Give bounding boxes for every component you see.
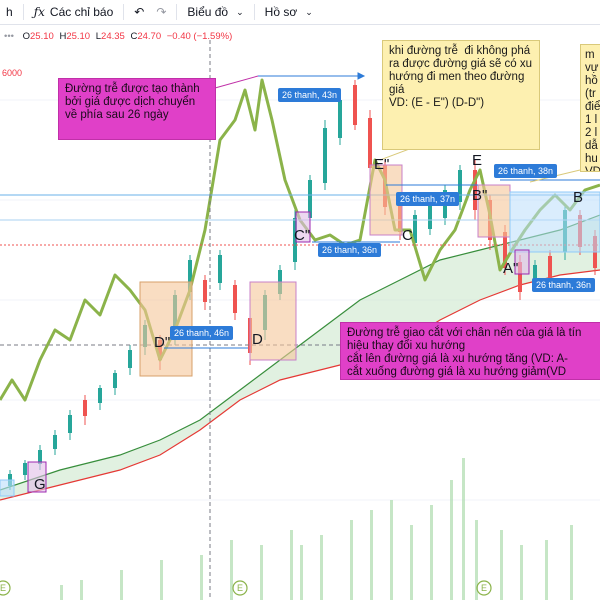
event-markers	[0, 580, 492, 596]
top-toolbar: h ƒx Các chỉ báo ↶ ↷ Biểu đồ ⌄ Hồ sơ ⌄	[0, 0, 600, 25]
point-label-e: E	[472, 152, 483, 169]
toolbar-divider	[123, 4, 125, 20]
price-axis-fragment: 6000	[2, 68, 23, 78]
point-label-d: D	[252, 331, 263, 348]
profile-dropdown[interactable]: Hồ sơ ⌄	[259, 0, 319, 24]
svg-text:E: E	[237, 583, 243, 593]
period-boxes	[0, 164, 600, 497]
close-value: 24.70	[137, 31, 162, 42]
profile-label: Hồ sơ	[264, 5, 298, 19]
price-chart[interactable]: E E E	[0, 25, 600, 600]
fx-icon: ƒx	[33, 5, 45, 19]
period-label: 26 thanh, 43n	[278, 88, 342, 102]
callout-lag-shift[interactable]: Đường trễ được tạo thành bởi giá được dị…	[58, 78, 216, 140]
point-label-b: B	[573, 189, 584, 206]
open-value: 25.10	[30, 31, 54, 42]
indicators-label: Các chỉ báo	[49, 5, 114, 19]
point-label-g: G	[34, 476, 46, 493]
undo-icon: ↶	[134, 5, 145, 19]
svg-text:E: E	[481, 583, 487, 593]
toolbar-divider	[176, 4, 178, 20]
callout-breakout[interactable]: khi đường trễ đi không phá ra được đường…	[382, 40, 540, 150]
grid-lines	[0, 99, 600, 501]
chevron-down-icon: ⌄	[236, 6, 244, 17]
point-label-a-double: A"	[503, 260, 519, 277]
period-label: 26 thanh, 36n	[318, 243, 382, 257]
toolbar-divider	[22, 4, 24, 20]
toolbar-divider	[253, 4, 255, 20]
base-line-red	[0, 269, 600, 501]
volume-bars	[60, 458, 573, 600]
symbol-partial[interactable]: h	[0, 0, 19, 24]
indicators-button[interactable]: ƒx Các chỉ báo	[28, 0, 120, 24]
high-value: 25.10	[66, 31, 91, 42]
chart-type-label: Biểu đồ	[187, 5, 229, 19]
chart-type-dropdown[interactable]: Biểu đồ ⌄	[181, 0, 249, 24]
callout-pointer	[214, 75, 259, 89]
open-label: O	[22, 31, 31, 42]
point-label-c: C	[402, 227, 413, 244]
period-label: 26 thanh, 36n	[532, 278, 596, 292]
period-label: 26 thanh, 46n	[170, 326, 234, 340]
high-label: H	[59, 31, 67, 42]
low-value: 24.35	[101, 31, 125, 42]
period-label: 26 thanh, 38n	[494, 164, 558, 178]
symbol-partial-label: h	[6, 5, 13, 19]
chevron-down-icon: ⌄	[305, 6, 313, 17]
undo-button[interactable]: ↶	[128, 0, 150, 24]
measure-arrows	[164, 72, 600, 349]
svg-text:E: E	[0, 583, 6, 593]
period-label: 26 thanh, 37n	[396, 192, 460, 206]
change-value: −0.40 (−1.59%)	[166, 31, 233, 42]
close-label: C	[130, 31, 138, 42]
low-label: L	[95, 31, 102, 42]
callout-crossing[interactable]: Đường trễ giao cắt với chân nến của giá …	[340, 322, 600, 380]
point-label-e-double: E"	[374, 156, 390, 173]
redo-button[interactable]: ↷	[150, 0, 172, 24]
point-label-c-double: C"	[294, 227, 311, 244]
point-label-b-double: B"	[472, 187, 488, 204]
ohlc-legend: ••• O25.10 H25.10 L24.35 C24.70 −0.40 (−…	[4, 31, 235, 42]
ohlc-dots-icon: •••	[4, 31, 14, 42]
redo-icon: ↷	[156, 5, 167, 19]
point-label-d-double: D"	[154, 334, 171, 351]
ichimoku-cloud	[0, 215, 600, 500]
callout-right-partial[interactable]: m vự hồ (tr điể 1 l 2 l dẫ hu VD	[580, 44, 600, 172]
